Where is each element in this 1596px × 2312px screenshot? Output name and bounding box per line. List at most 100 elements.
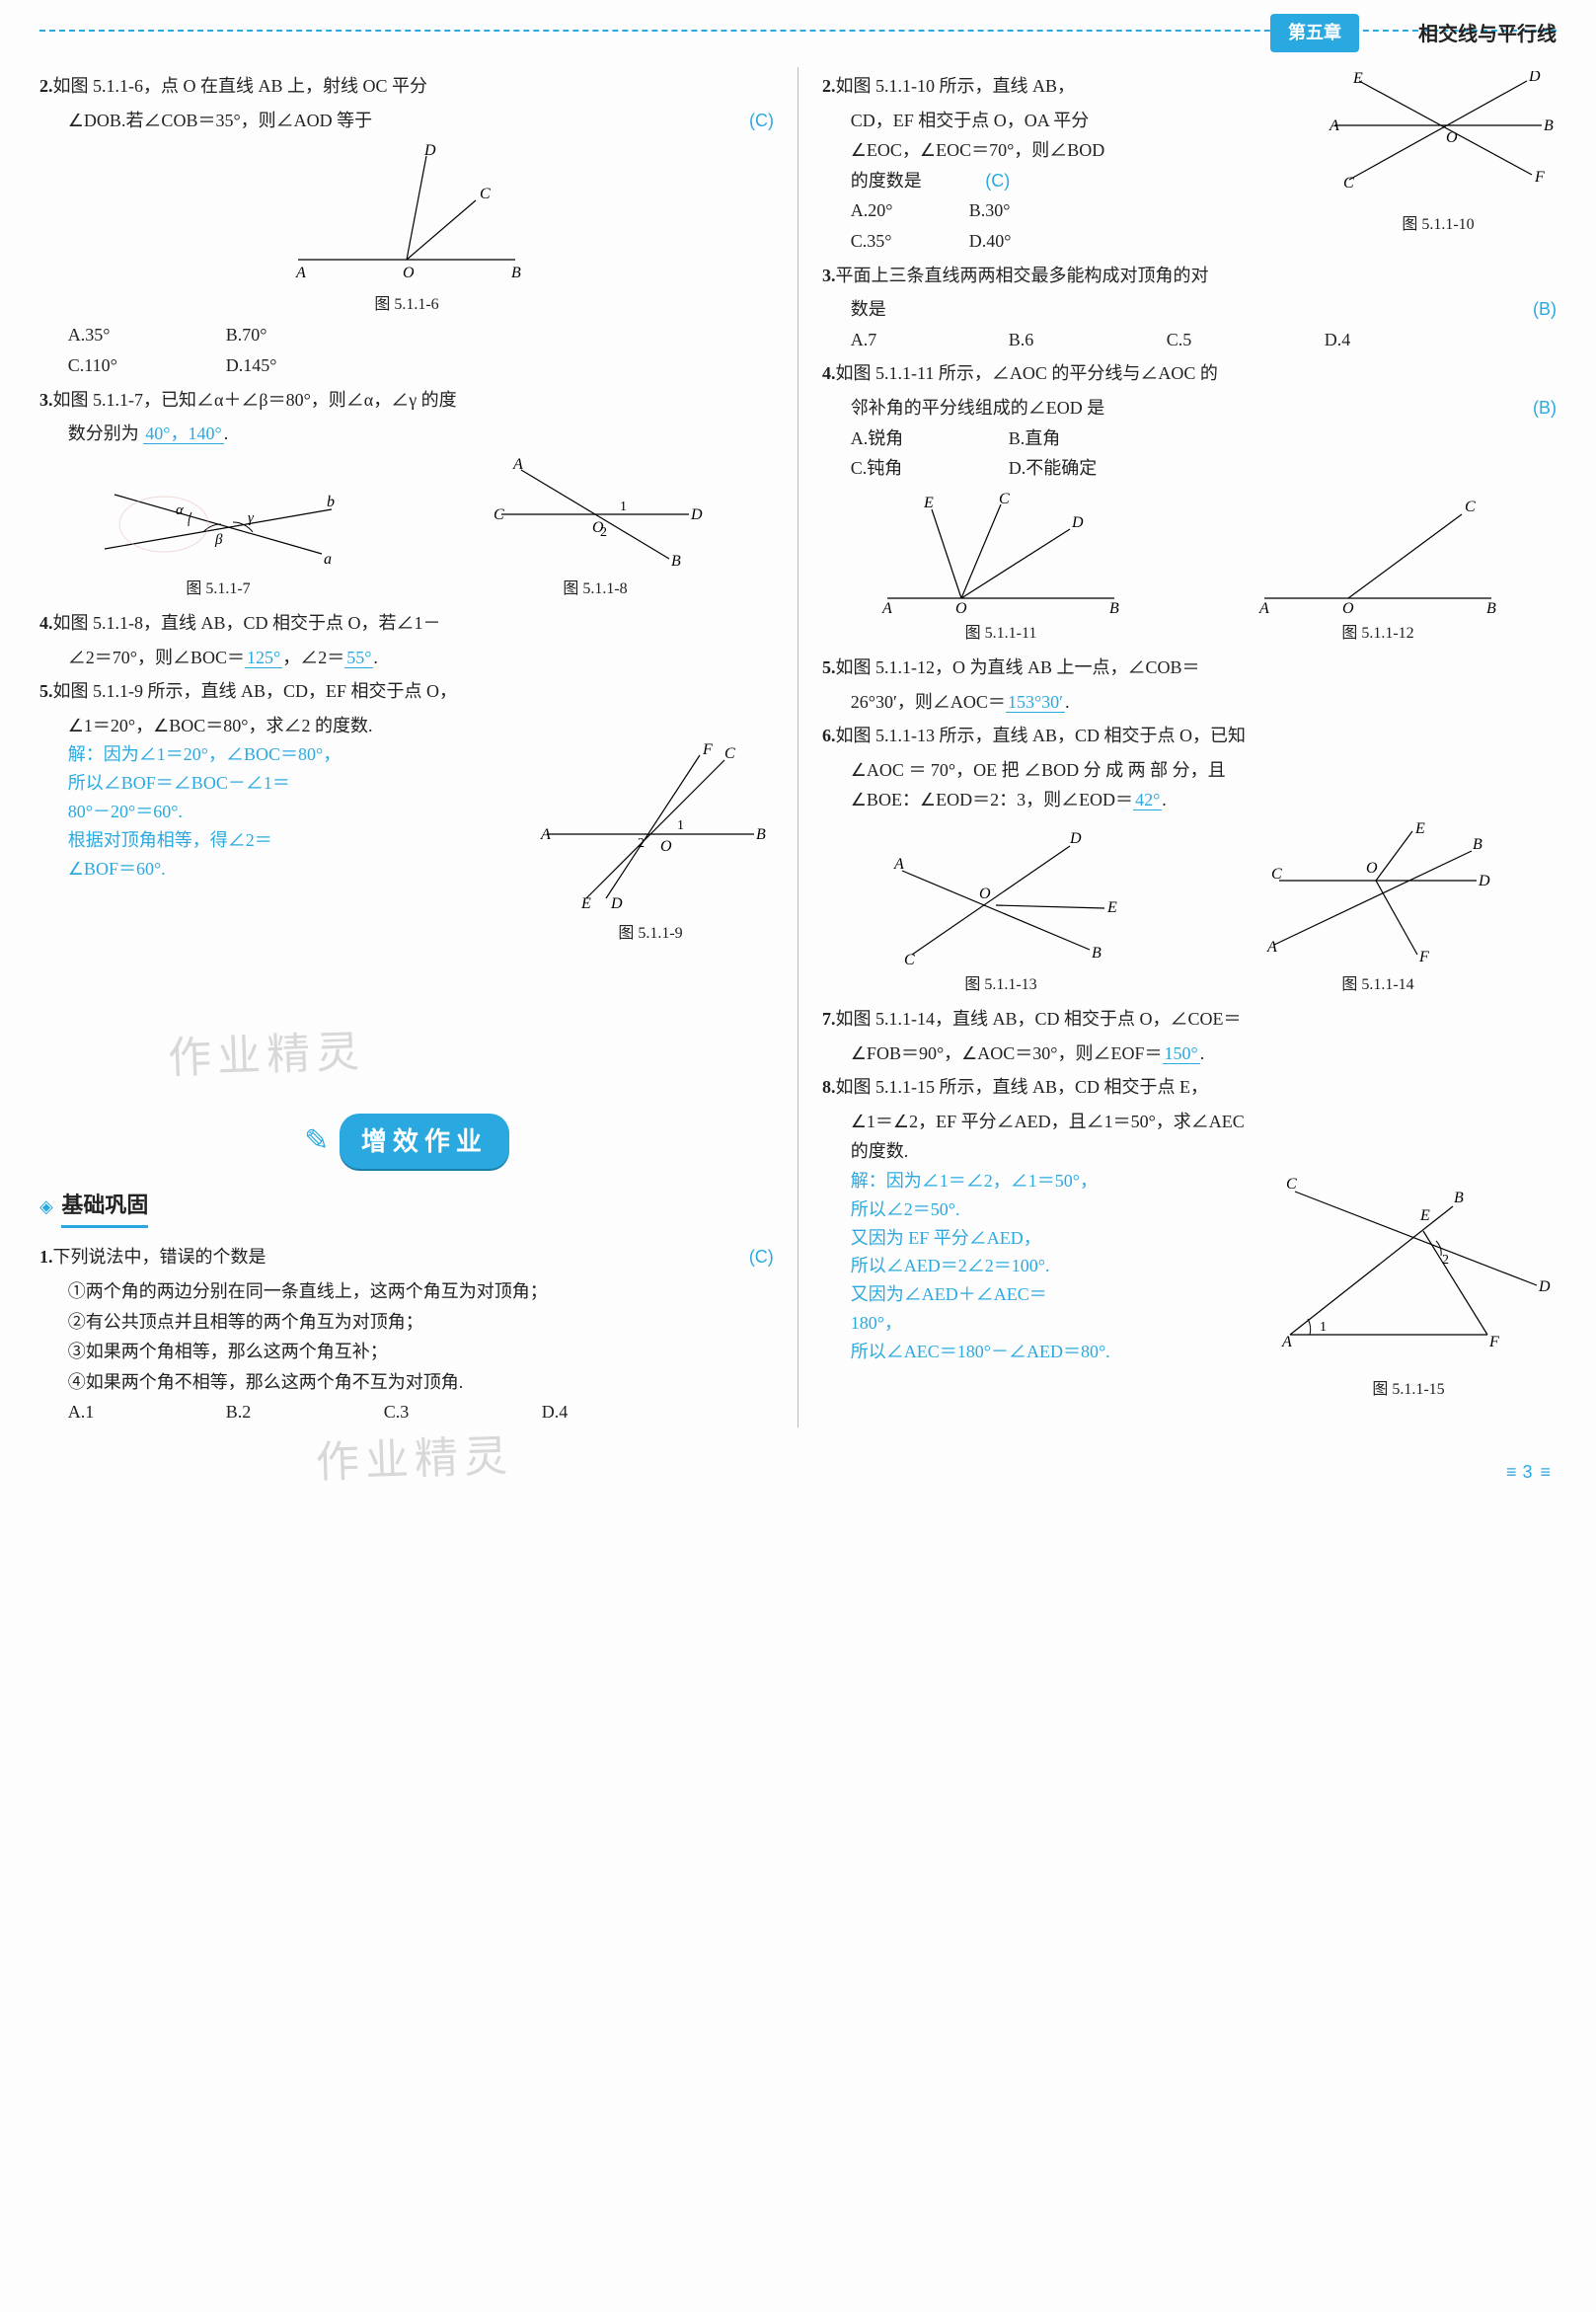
q-text: ∠DOB.若∠COB＝35°，则∠AOD 等于 xyxy=(68,111,372,130)
answer-marker: (C) xyxy=(985,171,1010,191)
section-title: 增效作业 xyxy=(340,1114,509,1169)
answer-blank: 153°30′ xyxy=(1006,692,1065,713)
svg-text:F: F xyxy=(1418,949,1429,965)
right-q6-l2: ∠AOC ＝ 70°，OE 把 ∠BOD 分 成 两 部 分，且 xyxy=(822,755,1557,786)
svg-text:B: B xyxy=(1486,600,1496,617)
opt-b: B.直角 xyxy=(1009,424,1127,454)
page-num-value: 3 xyxy=(1498,1462,1557,1482)
svg-text:O: O xyxy=(1366,860,1378,877)
chapter-title: 相交线与平行线 xyxy=(1418,18,1557,51)
svg-text:E: E xyxy=(1414,821,1425,837)
svg-text:C: C xyxy=(494,506,504,523)
right-q3: 3.平面上三条直线两两相交最多能构成对顶角的对 xyxy=(822,261,1557,291)
svg-text:A: A xyxy=(881,600,892,617)
svg-text:B: B xyxy=(1109,600,1119,617)
base-q1-s2: ②有公共顶点并且相等的两个角互为对顶角； xyxy=(39,1307,774,1338)
svg-text:A: A xyxy=(1281,1334,1292,1350)
right-q4-opts2: C.钝角 D.不能确定 xyxy=(822,453,1557,484)
answer-blank: 42° xyxy=(1133,790,1162,810)
q-number: 2. xyxy=(822,76,836,96)
q-text: 如图 5.1.1-6，点 O 在直线 AB 上，射线 OC 平分 xyxy=(53,76,428,96)
right-q4-opts: A.锐角 B.直角 xyxy=(822,424,1557,454)
svg-text:O: O xyxy=(1446,129,1458,146)
svg-text:O: O xyxy=(955,600,967,617)
svg-text:O: O xyxy=(1342,600,1354,617)
q-text: 26°30′，则∠AOC＝ xyxy=(851,692,1006,712)
answer-blank: 55° xyxy=(344,648,373,668)
chapter-tab: 第五章 xyxy=(1270,14,1359,52)
svg-text:C: C xyxy=(1343,175,1354,192)
right-q8: 8.如图 5.1.1-15 所示，直线 AB，CD 相交于点 E， xyxy=(822,1072,1557,1103)
opt-d: D.145° xyxy=(226,350,344,381)
svg-text:A: A xyxy=(893,856,904,873)
figure-5-1-1-13: A B C D E O 图 5.1.1-13 xyxy=(822,821,1179,998)
q-number: 3. xyxy=(39,390,53,410)
q-number: 3. xyxy=(822,266,836,285)
fig-row-7-8: b a γ β α 图 5.1.1-7 xyxy=(39,449,774,604)
q-text: 如图 5.1.1-9 所示，直线 AB，CD，EF 相交于点 O， xyxy=(53,681,458,701)
svg-text:F: F xyxy=(702,741,713,758)
left-q3: 3.如图 5.1.1-7，已知∠α＋∠β＝80°，则∠α，∠γ 的度 xyxy=(39,385,774,416)
figure-caption: 图 5.1.1-8 xyxy=(417,576,774,602)
opt-b: B.70° xyxy=(226,320,344,350)
svg-text:B: B xyxy=(671,553,681,570)
q-text: 数分别为 xyxy=(68,424,139,443)
svg-text:E: E xyxy=(1352,71,1363,87)
figure-5-1-1-8: A B C D O 1 2 图 5.1.1-8 xyxy=(417,455,774,602)
opt-d: D.不能确定 xyxy=(1009,453,1127,484)
diamond-icon: ◈ xyxy=(39,1196,53,1216)
left-q4-line2: ∠2＝70°，则∠BOC＝125°，∠2＝55°. xyxy=(39,643,774,673)
svg-text:a: a xyxy=(324,551,332,568)
svg-text:C: C xyxy=(1465,499,1476,515)
svg-text:B: B xyxy=(756,826,766,843)
base-q1-options: A.1 B.2 C.3 D.4 xyxy=(39,1397,774,1427)
opt-c: C.3 xyxy=(384,1397,502,1427)
q-text: 平面上三条直线两两相交最多能构成对顶角的对 xyxy=(836,266,1209,285)
figure-caption: 图 5.1.1-14 xyxy=(1199,971,1557,998)
q-text: 如图 5.1.1-10 所示，直线 AB， xyxy=(836,76,1076,96)
q-text: 数是 xyxy=(851,299,886,319)
figure-5-1-1-15: A B C D E F 1 2 图 5.1.1-15 xyxy=(1260,1167,1557,1403)
q-text: 下列说法中，错误的个数是 xyxy=(53,1247,266,1267)
right-q6-l3: ∠BOE：∠EOD＝2：3，则∠EOD＝42°. xyxy=(822,785,1557,815)
svg-text:B: B xyxy=(1092,945,1102,962)
answer-blank: 150° xyxy=(1163,1043,1200,1064)
q-number: 8. xyxy=(822,1077,836,1097)
q-number: 5. xyxy=(822,657,836,677)
right-q2-opts: A.20° B.30° xyxy=(822,195,1310,226)
svg-text:A: A xyxy=(1329,117,1339,134)
figure-5-1-1-7: b a γ β α 图 5.1.1-7 xyxy=(39,455,397,602)
left-q4: 4.如图 5.1.1-8，直线 AB，CD 相交于点 O，若∠1－ xyxy=(39,608,774,639)
q-text: ∠2＝70°，则∠BOC＝ xyxy=(68,648,245,667)
q-number: 4. xyxy=(822,363,836,383)
right-q3-l2: 数是 (B) xyxy=(822,294,1557,325)
svg-text:A: A xyxy=(512,456,523,473)
base-q1-s4: ④如果两个角不相等，那么这两个角不互为对顶角. xyxy=(39,1367,774,1398)
opt-a: A.1 xyxy=(68,1397,187,1427)
answer-blank: 40°，140° xyxy=(143,424,223,444)
right-q7-l2: ∠FOB＝90°，∠AOC＝30°，则∠EOF＝150°. xyxy=(822,1039,1557,1069)
section-banner: ✎ 增效作业 xyxy=(39,1114,774,1169)
left-q5-line2: ∠1＝20°，∠BOC＝80°，求∠2 的度数. xyxy=(39,711,774,741)
right-q5-l2: 26°30′，则∠AOC＝153°30′. xyxy=(822,687,1557,718)
svg-text:α: α xyxy=(176,502,185,518)
figure-5-1-1-10: A B C D E F O 图 5.1.1-10 xyxy=(1320,71,1557,238)
svg-text:D: D xyxy=(1069,830,1082,847)
left-q2: 2.如图 5.1.1-6，点 O 在直线 AB 上，射线 OC 平分 xyxy=(39,71,774,102)
opt-b: B.2 xyxy=(226,1397,344,1427)
right-q7: 7.如图 5.1.1-14，直线 AB，CD 相交于点 O，∠COE＝ xyxy=(822,1004,1557,1035)
opt-c: C.110° xyxy=(68,350,187,381)
answer-marker: (B) xyxy=(1533,294,1557,325)
pencil-icon: ✎ xyxy=(304,1124,329,1157)
svg-text:D: D xyxy=(1478,873,1490,889)
figure-5-1-1-9: A B C D E F O 1 2 图 5.1.1-9 xyxy=(527,740,774,947)
svg-text:D: D xyxy=(1528,71,1541,85)
q-number: 1. xyxy=(39,1247,53,1267)
svg-text:D: D xyxy=(423,142,436,159)
opt-a: A.锐角 xyxy=(851,424,969,454)
opt-c: C.钝角 xyxy=(851,453,969,484)
q-text: 如图 5.1.1-11 所示，∠AOC 的平分线与∠AOC 的 xyxy=(836,363,1218,383)
figure-5-1-1-11: A O B E C D 图 5.1.1-11 xyxy=(822,490,1179,647)
q-text: ∠1＝20°，∠BOC＝80°，求∠2 的度数. xyxy=(68,716,373,735)
q-text: 如图 5.1.1-13 所示，直线 AB，CD 相交于点 O，已知 xyxy=(836,726,1247,745)
